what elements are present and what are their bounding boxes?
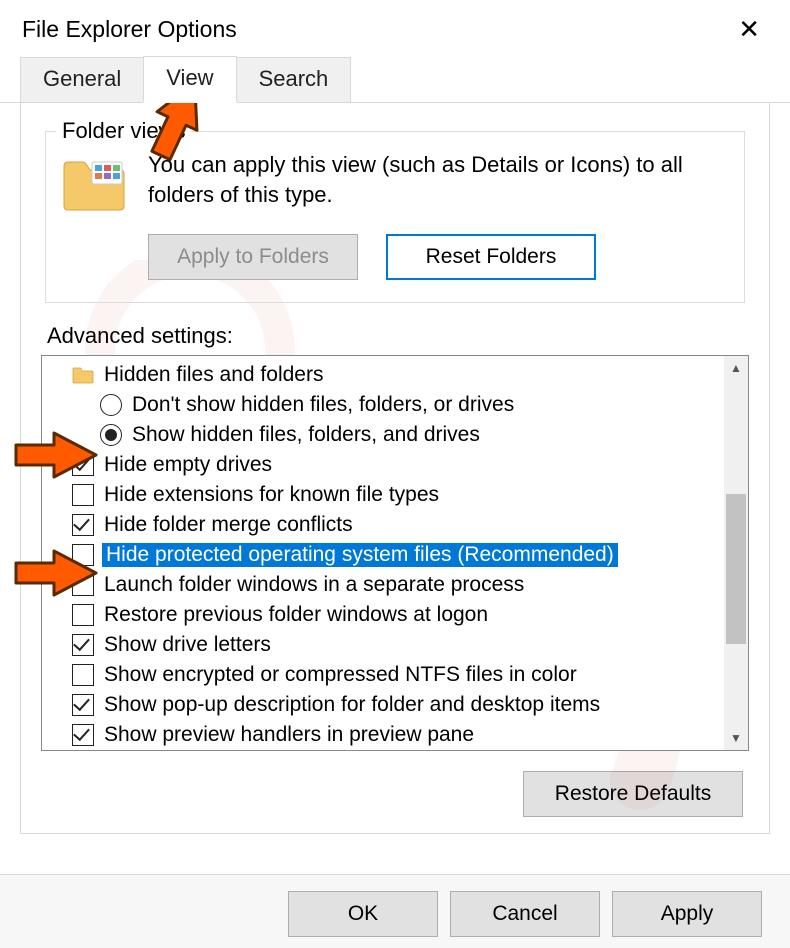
scroll-track[interactable]	[724, 380, 748, 726]
tree-item[interactable]: Hide protected operating system files (R…	[48, 540, 722, 570]
scroll-up-icon[interactable]: ▲	[724, 356, 748, 380]
tab-view-label: View	[166, 65, 213, 90]
cancel-button[interactable]: Cancel	[450, 891, 600, 937]
tree-item[interactable]: Show hidden files, folders, and drives	[48, 420, 722, 450]
tab-view[interactable]: View	[143, 56, 236, 103]
tree-item[interactable]: Hide empty drives	[48, 450, 722, 480]
checkbox-icon[interactable]	[72, 604, 94, 626]
tree-item[interactable]: Hide folder merge conflicts	[48, 510, 722, 540]
scroll-thumb[interactable]	[726, 494, 746, 644]
groupbox-legend: Folder views	[56, 118, 191, 144]
apply-to-folders-label: Apply to Folders	[177, 245, 329, 268]
vertical-scrollbar[interactable]: ▲ ▼	[724, 356, 748, 750]
advanced-settings-label: Advanced settings:	[47, 323, 749, 349]
tab-search[interactable]: Search	[236, 57, 352, 102]
apply-label: Apply	[661, 902, 714, 925]
checkbox-icon[interactable]	[72, 694, 94, 716]
tree-item-label: Show pop-up description for folder and d…	[102, 693, 602, 717]
advanced-settings-tree[interactable]: Hidden files and folders Don't show hidde…	[41, 355, 749, 751]
restore-defaults-row: Restore Defaults	[41, 751, 749, 823]
tree-item[interactable]: Restore previous folder windows at logon	[48, 600, 722, 630]
tree-item[interactable]: Show pop-up description for folder and d…	[48, 690, 722, 720]
tree-item-label: Hide protected operating system files (R…	[102, 543, 618, 567]
tree-item[interactable]: Don't show hidden files, folders, or dri…	[48, 390, 722, 420]
reset-folders-label: Reset Folders	[426, 245, 557, 268]
radio-icon[interactable]	[100, 424, 122, 446]
apply-button[interactable]: Apply	[612, 891, 762, 937]
checkbox-icon[interactable]	[72, 724, 94, 746]
restore-defaults-button[interactable]: Restore Defaults	[523, 771, 743, 817]
radio-icon[interactable]	[100, 394, 122, 416]
tab-general[interactable]: General	[20, 57, 144, 102]
tree-item-label: Launch folder windows in a separate proc…	[102, 573, 526, 597]
folder-views-description: You can apply this view (such as Details…	[148, 150, 728, 209]
tree-item-label: Show drive letters	[102, 633, 273, 657]
close-icon[interactable]: ✕	[726, 14, 772, 45]
groupbox-folder-views: Folder views You can apply this view (su…	[45, 131, 745, 303]
scroll-down-icon[interactable]: ▼	[724, 726, 748, 750]
advanced-settings-list: Hidden files and folders Don't show hidde…	[42, 356, 724, 750]
tree-item[interactable]: Show drive letters	[48, 630, 722, 660]
checkbox-icon[interactable]	[72, 514, 94, 536]
tree-item[interactable]: Launch folder windows in a separate proc…	[48, 570, 722, 600]
checkbox-icon[interactable]	[72, 544, 94, 566]
tree-item-label: Show encrypted or compressed NTFS files …	[102, 663, 579, 687]
restore-defaults-label: Restore Defaults	[555, 782, 711, 805]
checkbox-icon[interactable]	[72, 634, 94, 656]
checkbox-icon[interactable]	[72, 664, 94, 686]
tree-item-label: Hide extensions for known file types	[102, 483, 441, 507]
checkbox-icon[interactable]	[72, 454, 94, 476]
checkbox-icon[interactable]	[72, 574, 94, 596]
tree-item[interactable]: Hidden files and folders	[48, 360, 722, 390]
tree-item[interactable]: Show encrypted or compressed NTFS files …	[48, 660, 722, 690]
tree-item-label: Hidden files and folders	[102, 363, 325, 387]
folder-icon	[62, 156, 126, 212]
tree-item-label: Hide empty drives	[102, 453, 274, 477]
tree-item[interactable]: Hide extensions for known file types	[48, 480, 722, 510]
reset-folders-button[interactable]: Reset Folders	[386, 234, 596, 280]
tree-item-label: Show preview handlers in preview pane	[102, 723, 476, 747]
tab-content-view: Folder views You can apply this view (su…	[20, 103, 770, 834]
tab-general-label: General	[43, 66, 121, 91]
tree-item-label: Don't show hidden files, folders, or dri…	[130, 393, 516, 417]
tree-item-label: Show hidden files, folders, and drives	[130, 423, 482, 447]
tree-item-label: Restore previous folder windows at logon	[102, 603, 490, 627]
checkbox-icon[interactable]	[72, 484, 94, 506]
tree-item-label: Hide folder merge conflicts	[102, 513, 355, 537]
dialog-window: File Explorer Options ✕ General View Sea…	[0, 0, 790, 948]
cancel-label: Cancel	[492, 902, 557, 925]
tree-item[interactable]: Show preview handlers in preview pane	[48, 720, 722, 750]
tab-strip: General View Search	[0, 53, 790, 103]
dialog-title: File Explorer Options	[22, 16, 237, 43]
tab-search-label: Search	[259, 66, 329, 91]
apply-to-folders-button: Apply to Folders	[148, 234, 358, 280]
ok-button[interactable]: OK	[288, 891, 438, 937]
ok-label: OK	[348, 902, 378, 925]
dialog-button-bar: OK Cancel Apply	[0, 874, 790, 948]
titlebar: File Explorer Options ✕	[0, 0, 790, 53]
